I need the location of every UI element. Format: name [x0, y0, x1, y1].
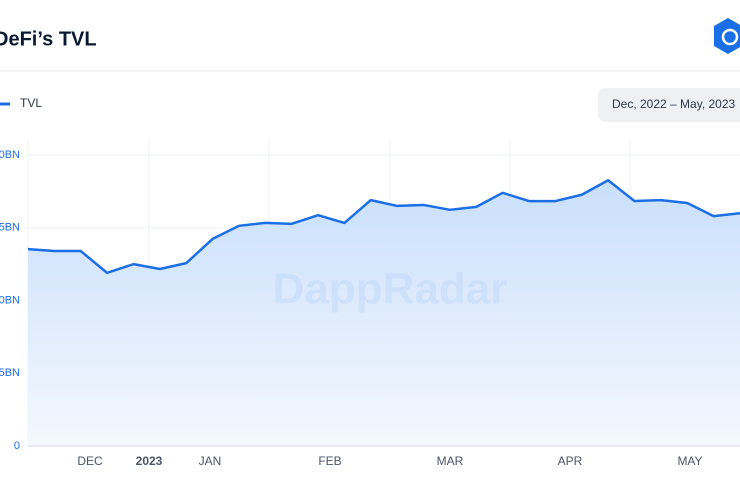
plot	[27, 154, 740, 447]
page-title: DeFi’s TVL	[0, 28, 97, 50]
line	[27, 178, 740, 275]
y-tick-label: $60BN	[0, 149, 20, 161]
y-tick-label: $15BN	[0, 367, 20, 379]
watermark: DappRadar	[273, 265, 508, 314]
x-tick-label: 2023	[136, 454, 163, 468]
y-tick-label: $45BN	[0, 222, 20, 234]
legend-label[interactable]: TVL	[20, 96, 42, 110]
x-tick-label: JAN	[199, 454, 222, 468]
x-tick-label: MAR	[437, 454, 464, 468]
x-tick-label: DEC	[77, 454, 103, 468]
x-tick-label: APR	[558, 454, 583, 468]
date-range-button[interactable]	[598, 88, 740, 122]
logo[interactable]	[714, 18, 740, 54]
x-tick-label: FEB	[318, 454, 341, 468]
x-tick-label: MAY	[677, 454, 702, 468]
date-range-label: Dec, 2022 – May, 2023	[612, 97, 736, 111]
y-tick-label: 0	[14, 440, 20, 452]
y-tick-label: $30BN	[0, 294, 20, 306]
